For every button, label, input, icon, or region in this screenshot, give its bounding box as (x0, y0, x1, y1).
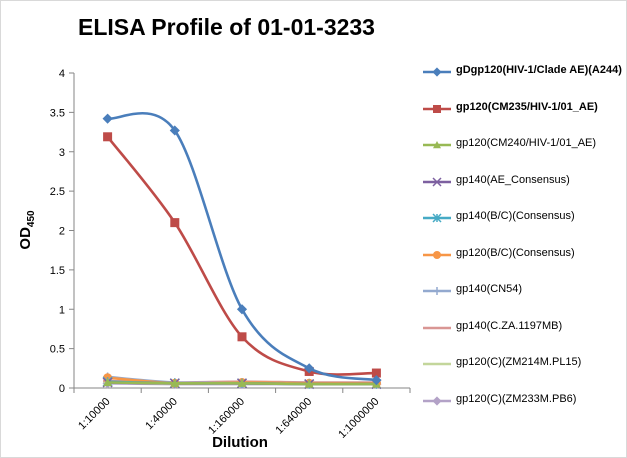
legend-item: gp120(B/C)(Consensus) (422, 245, 627, 281)
legend-item: gp140(B/C)(Consensus) (422, 208, 627, 244)
legend-item: gp120(C)(ZM214M.PL15) (422, 354, 627, 390)
data-point (102, 113, 113, 124)
legend-swatch-marker (433, 287, 441, 295)
x-axis-title: Dilution (212, 434, 268, 451)
legend-label: gp140(C.ZA.1197MB) (456, 319, 563, 332)
legend-item: gp120(CM240/HIV-1/01_AE) (422, 135, 627, 171)
legend-swatch-marker (432, 395, 442, 406)
data-point (371, 368, 381, 378)
legend-swatch-marker (432, 176, 442, 187)
data-point (170, 378, 180, 387)
chart-title: ELISA Profile of 01-01-3233 (78, 14, 375, 40)
y-axis-label: OD (17, 227, 34, 250)
legend-label: gp120(CM235/HIV-1/01_AE) (456, 100, 598, 113)
data-point (236, 304, 248, 315)
y-axis-subscript: 450 (26, 210, 37, 227)
data-point (170, 218, 180, 228)
series-2 (103, 132, 381, 378)
legend-swatch-marker (433, 250, 441, 259)
series-1 (102, 112, 382, 386)
y-tick-label: 1.5 (50, 265, 65, 277)
data-point (237, 378, 247, 387)
y-tick-label: 2.5 (50, 186, 65, 198)
data-point (169, 125, 180, 136)
legend-swatch-marker (432, 67, 442, 77)
data-point (371, 375, 382, 386)
data-point (304, 363, 315, 374)
y-tick-label: 4 (59, 68, 65, 80)
legend-swatch (423, 67, 451, 77)
series-line (107, 112, 377, 382)
x-tick-label: 1:160000 (206, 396, 247, 437)
legend-label: gDgp120(HIV-1/Clade AE)(A244) (456, 64, 622, 76)
legend-item: gDgp120(HIV-1/Clade AE)(A244) (422, 62, 627, 98)
legend-swatch-marker (432, 213, 442, 223)
x-tick-label: 1:10000 (76, 396, 113, 433)
legend-swatch (423, 250, 451, 259)
y-tick-label: 2 (59, 226, 65, 238)
legend-swatch (423, 176, 451, 187)
x-tick-label: 1:40000 (143, 396, 180, 433)
y-tick-label: 3 (59, 147, 65, 159)
legend-item: gp140(CN54) (422, 281, 627, 317)
y-axis-title: OD450 (17, 210, 37, 250)
y-tick-label: 0.5 (50, 344, 65, 356)
legend-swatch (423, 104, 451, 113)
data-point (103, 377, 113, 387)
legend-swatch-marker (433, 104, 441, 113)
data-point (103, 132, 113, 142)
legend-item: gp120(CM235/HIV-1/01_AE) (422, 99, 627, 135)
legend-label: gp140(CN54) (456, 283, 523, 295)
x-tick-label: 1:640000 (273, 396, 314, 437)
series-3 (103, 377, 381, 388)
legend-item: gp140(AE_Consensus) (422, 172, 627, 208)
legend-swatch (423, 287, 451, 295)
legend-swatch (423, 141, 451, 149)
legend-swatch (423, 326, 451, 329)
y-tick-label: 0 (59, 383, 65, 395)
chart-series-layer (102, 112, 382, 390)
legend-label: gp120(C)(ZM214M.PL15) (456, 356, 582, 368)
legend-label: gp120(B/C)(Consensus) (456, 246, 575, 259)
legend-label: gp120(CM240/HIV-1/01_AE) (456, 137, 597, 149)
x-tick-label: 1:1000000 (336, 396, 381, 441)
legend-label: gp120(C)(ZM233M.PB6) (456, 392, 577, 405)
legend-swatch (423, 213, 451, 223)
legend-swatch (423, 362, 451, 366)
legend-label: gp140(B/C)(Consensus) (456, 210, 575, 222)
legend-item: gp140(C.ZA.1197MB) (422, 318, 627, 354)
legend-swatch-marker (433, 141, 441, 149)
y-tick-label: 1 (59, 304, 65, 316)
y-tick-label: 3.5 (50, 107, 65, 119)
data-point (304, 379, 314, 388)
legend-item: gp120(C)(ZM233M.PB6) (422, 391, 627, 427)
data-point (237, 332, 247, 342)
legend-label: gp140(AE_Consensus) (456, 173, 570, 186)
legend-swatch (423, 395, 451, 406)
